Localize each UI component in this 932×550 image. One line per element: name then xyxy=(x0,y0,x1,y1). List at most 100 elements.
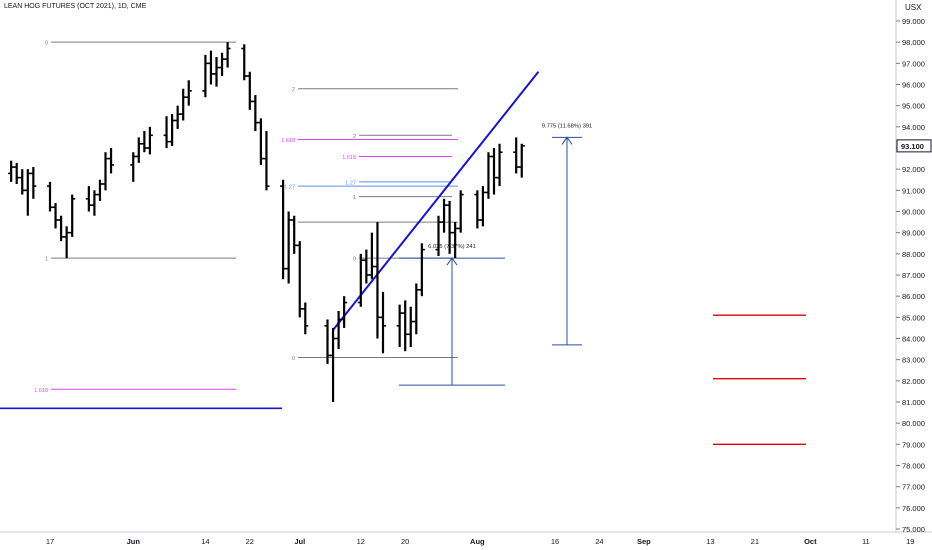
ohlc-bar xyxy=(485,152,492,199)
ohlc-bar xyxy=(241,44,248,81)
time-tick-label: Oct xyxy=(804,537,817,546)
ohlc-bar xyxy=(407,306,414,347)
ohlc-bar xyxy=(291,215,298,254)
time-tick-label: Jun xyxy=(127,537,141,546)
ohlc-bar xyxy=(47,181,53,212)
fib-level-label: 1.618 xyxy=(281,138,295,144)
price-tick-label: 89.000 xyxy=(902,229,925,238)
price-tick-label: 79.000 xyxy=(902,440,925,449)
ohlc-bar xyxy=(330,327,337,402)
time-tick-label: Jul xyxy=(294,537,305,546)
ohlc-bar xyxy=(357,253,364,307)
ohlc-bar xyxy=(368,232,375,280)
ohlc-bar xyxy=(296,241,303,318)
ohlc-bar xyxy=(513,137,520,174)
ohlc-bar xyxy=(263,131,270,191)
price-tick-label: 94.000 xyxy=(902,123,925,132)
price-tick-label: 88.000 xyxy=(902,250,925,259)
symbol-legend: LEAN HOG FUTURES (OCT 2021), 1D, CME xyxy=(4,3,147,10)
fib-level-label: 0 xyxy=(45,41,48,47)
ohlc-bar xyxy=(96,179,103,201)
price-tick-label: 85.000 xyxy=(902,313,925,322)
ohlc-bar xyxy=(496,143,503,187)
ohlc-bars xyxy=(8,42,525,402)
price-tick-label: 82.000 xyxy=(902,377,925,386)
ohlc-bar xyxy=(24,169,31,216)
ohlc-bar xyxy=(213,56,220,87)
ohlc-bar xyxy=(224,42,231,68)
price-tick-label: 96.000 xyxy=(902,81,925,90)
time-axis[interactable]: 17 Jun 14 22 Jul 12 20 Aug 16 24 Sep 13 21 Oct 11 19 xyxy=(46,537,915,546)
price-tick-label: 97.000 xyxy=(902,59,925,68)
ohlc-bar xyxy=(185,80,192,106)
price-tick-label: 84.000 xyxy=(902,335,925,344)
ohlc-bar xyxy=(180,88,187,121)
ohlc-bar xyxy=(30,167,37,199)
fib-level-label: 1.618 xyxy=(34,388,48,394)
ohlc-bar xyxy=(69,194,76,237)
price-tick-label: 83.000 xyxy=(902,356,925,365)
ohlc-bar xyxy=(380,291,386,354)
ohlc-bar xyxy=(363,249,370,284)
ohlc-bar xyxy=(19,169,26,195)
price-tick-label: 81.000 xyxy=(902,398,925,407)
ohlc-bar xyxy=(246,71,253,110)
measure-label: 9.775 (11.68%) 391 xyxy=(542,123,593,129)
ohlc-bar xyxy=(58,215,65,242)
measure-arrowhead xyxy=(446,257,458,266)
ohlc-bar xyxy=(252,95,259,132)
time-tick-label: 24 xyxy=(595,537,603,546)
price-axis[interactable]: 99.00098.00097.00096.00095.00094.00093.0… xyxy=(896,17,932,534)
ohlc-bar xyxy=(52,203,59,229)
price-tick-label: 77.000 xyxy=(902,483,925,492)
price-tick-label: 95.000 xyxy=(902,102,925,111)
ohlc-bar xyxy=(207,50,214,85)
fib-level-label: 1.27 xyxy=(284,185,295,191)
grid-layer xyxy=(0,0,932,533)
ohlc-bar xyxy=(335,310,342,350)
time-tick-label: 16 xyxy=(551,537,559,546)
price-tick-label: 78.000 xyxy=(902,462,925,471)
time-tick-label: 12 xyxy=(357,537,365,546)
ohlc-bar xyxy=(163,116,170,148)
ohlc-bar xyxy=(479,186,486,227)
ohlc-bar xyxy=(169,114,176,146)
ohlc-bar xyxy=(91,190,98,216)
ohlc-bar xyxy=(441,198,448,233)
ohlc-bar xyxy=(85,186,92,212)
ohlc-bar xyxy=(63,226,70,259)
ohlc-bar xyxy=(435,215,442,256)
fib-level-label: 2 xyxy=(353,134,356,140)
ohlc-bar xyxy=(13,162,20,184)
ohlc-bar xyxy=(446,200,453,254)
price-tick-label: 80.000 xyxy=(902,419,925,428)
fib-level-label: 1 xyxy=(45,257,48,263)
price-tick-label: 92.000 xyxy=(902,165,925,174)
ohlc-bar xyxy=(219,52,226,77)
ohlc-bar xyxy=(302,302,309,335)
price-tick-label: 98.000 xyxy=(902,38,925,47)
ohlc-bar xyxy=(474,190,481,229)
ohlc-bar xyxy=(8,160,15,182)
ohlc-bar xyxy=(146,126,153,155)
fib-level-label: 2 xyxy=(292,87,295,93)
ohlc-bar xyxy=(108,148,115,174)
currency-label: USX xyxy=(905,3,922,12)
ohlc-bar xyxy=(280,179,287,280)
ohlc-bar xyxy=(457,190,464,233)
ohlc-bar xyxy=(257,118,264,165)
ohlc-bar xyxy=(402,300,409,352)
fib-level-label: 0 xyxy=(292,356,295,362)
price-tick-label: 86.000 xyxy=(902,292,925,301)
ohlc-bar xyxy=(418,243,425,297)
ohlc-bar xyxy=(141,131,148,153)
ohlc-bar xyxy=(374,222,381,339)
ohlc-bar xyxy=(285,211,292,284)
ohlc-bar xyxy=(102,152,109,191)
ohlc-bar xyxy=(135,137,142,163)
time-tick-label: 13 xyxy=(706,537,714,546)
ohlc-bar xyxy=(202,54,209,98)
time-tick-label: 22 xyxy=(246,537,254,546)
